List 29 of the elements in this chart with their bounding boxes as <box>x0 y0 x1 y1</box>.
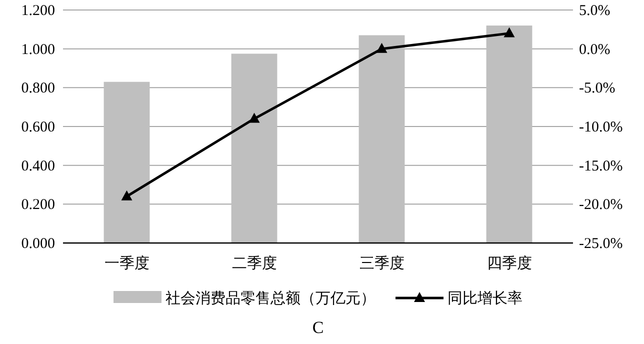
x-tick-label: 二季度 <box>232 255 277 272</box>
y2-tick-label: 5.0% <box>579 3 610 19</box>
bar <box>358 35 405 243</box>
y-tick-label: 0.800 <box>21 80 55 97</box>
y-tick-label: 0.400 <box>21 158 55 174</box>
bar <box>231 54 278 243</box>
x-tick-label: 三季度 <box>359 255 404 272</box>
y2-tick-label: -25.0% <box>579 236 623 252</box>
y2-tick-label: -5.0% <box>579 80 616 97</box>
y-tick-label: 0.000 <box>21 236 55 252</box>
bar <box>104 82 150 243</box>
bar <box>486 26 532 243</box>
legend-label: 社会消费品零售总额（万亿元） <box>166 290 376 307</box>
text: C <box>312 318 324 337</box>
y2-tick-label: -10.0% <box>579 120 623 136</box>
y2-tick-label: 0.0% <box>579 42 610 58</box>
y-tick-label: 1.000 <box>21 42 55 58</box>
y2-tick-label: -15.0% <box>579 158 623 174</box>
y-tick-label: 0.600 <box>21 120 55 136</box>
point <box>121 190 132 200</box>
x-tick-label: 一季度 <box>104 255 150 272</box>
point <box>376 42 388 53</box>
legend-label: 同比增长率 <box>448 290 522 307</box>
y-tick-label: 0.200 <box>21 197 55 214</box>
x-tick-label: 四季度 <box>486 255 532 272</box>
point <box>504 27 515 38</box>
point <box>248 112 260 123</box>
y-tick-label: 1.200 <box>21 3 55 19</box>
y2-tick-label: -20.0% <box>579 197 623 214</box>
